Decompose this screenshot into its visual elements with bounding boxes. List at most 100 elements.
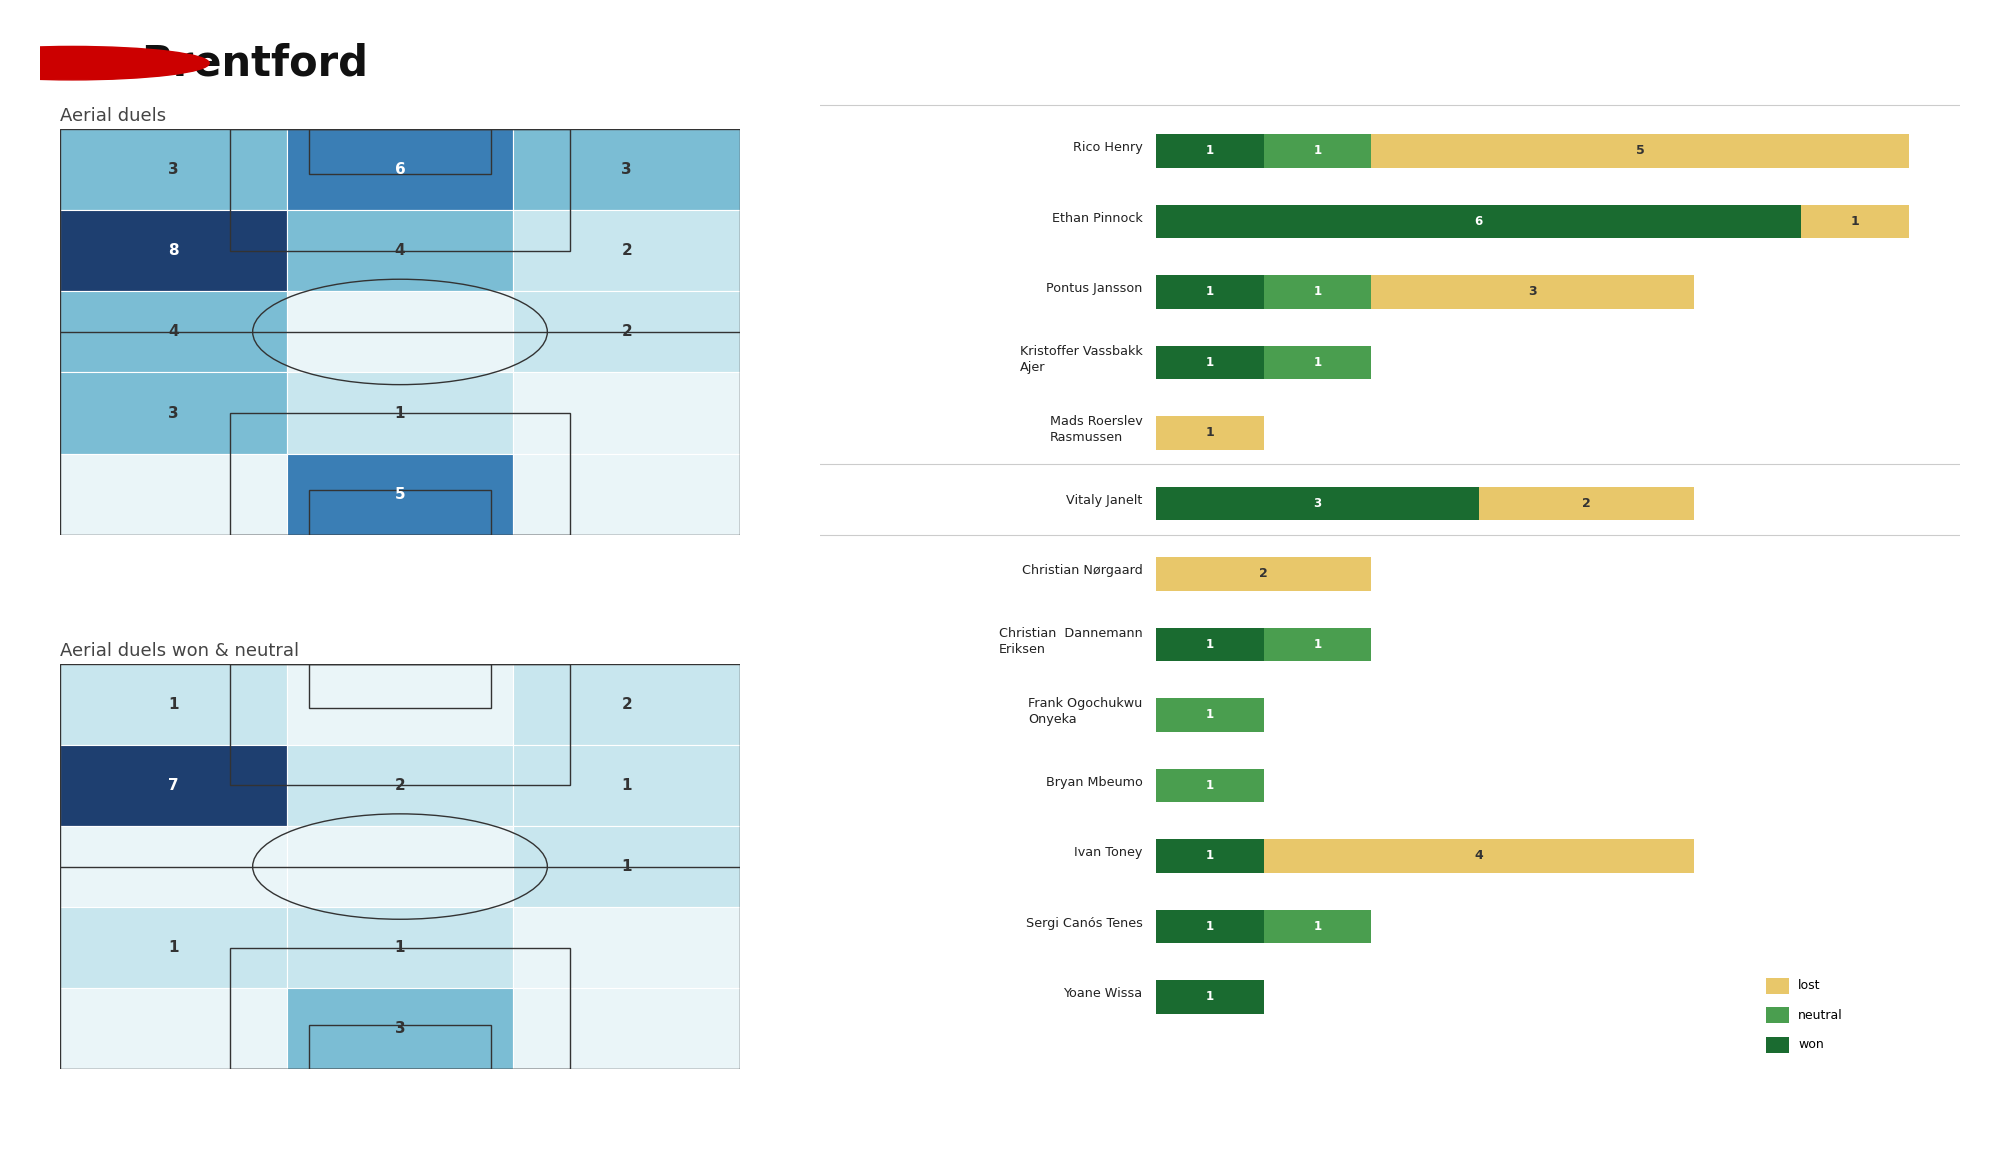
Bar [60,291,286,372]
Bar [1264,627,1372,662]
Bar [230,664,570,786]
Text: lost: lost [1798,979,1820,992]
Text: 1: 1 [1314,638,1322,651]
Bar [286,745,514,826]
Bar [60,129,286,210]
Circle shape [0,46,210,80]
Text: 1: 1 [1206,286,1214,298]
Text: 6: 6 [1474,215,1482,228]
Bar [60,907,286,988]
Text: 3: 3 [1314,497,1322,510]
Text: 3: 3 [394,1021,406,1036]
Bar [514,372,740,454]
Bar [1372,275,1694,309]
Text: 3: 3 [622,162,632,177]
Text: Mads Roerslev
Rasmussen: Mads Roerslev Rasmussen [1050,415,1142,444]
Text: 4: 4 [394,243,406,258]
Bar [1264,345,1372,380]
Text: Aerial duels: Aerial duels [60,107,166,125]
Text: 3: 3 [1528,286,1536,298]
Bar [286,988,514,1069]
Bar [1766,1007,1788,1023]
Text: 1: 1 [168,697,178,712]
Text: 1: 1 [622,778,632,793]
Bar [514,210,740,291]
Text: Sergi Canós Tenes: Sergi Canós Tenes [1026,916,1142,929]
Text: 2: 2 [622,697,632,712]
Bar [286,454,514,535]
Text: neutral: neutral [1798,1009,1842,1022]
Text: 1: 1 [1206,779,1214,792]
Bar [1264,839,1694,873]
Bar [60,745,286,826]
Text: 8: 8 [168,243,178,258]
Bar [310,664,490,709]
Text: 1: 1 [1206,427,1214,439]
Text: 5: 5 [1636,145,1644,157]
Bar [1156,486,1478,521]
Text: won: won [1798,1039,1824,1052]
Text: 1: 1 [168,940,178,955]
Bar [230,129,570,251]
Text: 1: 1 [622,859,632,874]
Text: Kristoffer Vassbakk
Ajer: Kristoffer Vassbakk Ajer [1020,344,1142,374]
Text: 1: 1 [1206,638,1214,651]
Text: 1: 1 [1206,145,1214,157]
Bar [230,414,570,535]
Bar [1802,204,1908,239]
Bar [514,826,740,907]
Text: Pontus Jansson: Pontus Jansson [1046,282,1142,295]
Text: 2: 2 [394,778,406,793]
Bar [60,210,286,291]
Text: 1: 1 [1314,286,1322,298]
Bar [514,664,740,745]
Text: Christian  Dannemann
Eriksen: Christian Dannemann Eriksen [998,626,1142,656]
Bar [1264,909,1372,944]
Text: 5: 5 [394,486,406,502]
Text: Vitaly Janelt: Vitaly Janelt [1066,494,1142,506]
Text: 4: 4 [168,324,178,340]
Text: Frank Ogochukwu
Onyeka: Frank Ogochukwu Onyeka [1028,697,1142,726]
Bar [60,826,286,907]
Text: 1: 1 [1850,215,1860,228]
Text: 3: 3 [168,162,178,177]
Bar [230,947,570,1069]
Text: 2: 2 [1582,497,1590,510]
Bar [1156,768,1264,803]
Bar [1264,275,1372,309]
Text: 1: 1 [1314,145,1322,157]
Text: 3: 3 [168,405,178,421]
Bar [286,907,514,988]
Bar [1372,134,1908,168]
Bar [286,129,514,210]
Bar [1156,980,1264,1014]
Bar [1156,204,1802,239]
Bar [60,454,286,535]
Text: 2: 2 [622,324,632,340]
Bar [286,210,514,291]
Bar [514,129,740,210]
Bar [514,907,740,988]
Bar [286,664,514,745]
Text: Ethan Pinnock: Ethan Pinnock [1052,212,1142,224]
Text: 1: 1 [1206,709,1214,721]
Text: 1: 1 [1314,920,1322,933]
Bar [514,291,740,372]
Bar [60,372,286,454]
Bar [286,372,514,454]
Bar [286,826,514,907]
Bar [1156,557,1372,591]
Text: Ivan Toney: Ivan Toney [1074,846,1142,859]
Text: 7: 7 [168,778,178,793]
Text: Christian Nørgaard: Christian Nørgaard [1022,564,1142,577]
Bar [286,291,514,372]
Bar [310,490,490,535]
Text: Brentford: Brentford [140,42,368,85]
Text: 1: 1 [394,940,406,955]
Bar [1766,1038,1788,1053]
Bar [1156,345,1264,380]
Bar [1156,134,1264,168]
Bar [514,988,740,1069]
Text: 1: 1 [1314,356,1322,369]
Bar [514,745,740,826]
